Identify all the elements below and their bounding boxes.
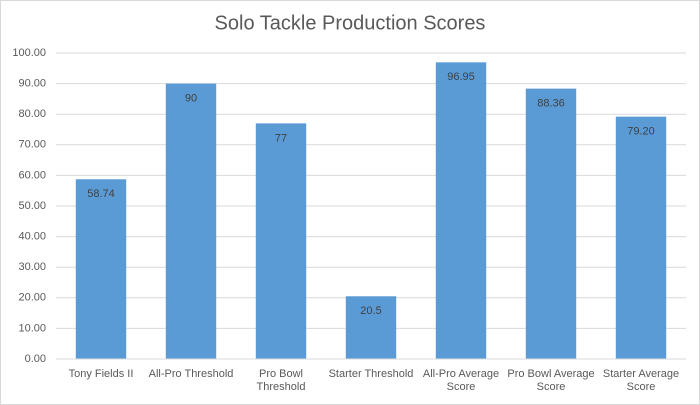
bar — [345, 296, 397, 359]
data-label: 77 — [275, 132, 287, 144]
data-label: 90 — [185, 93, 197, 105]
y-tick-label: 10.00 — [18, 322, 46, 334]
bar — [525, 88, 577, 359]
y-tick-label: 60.00 — [18, 169, 46, 181]
data-label: 79.20 — [627, 126, 655, 138]
bar — [165, 83, 217, 359]
x-tick-label: Starter Threshold — [328, 368, 414, 380]
y-tick-label: 80.00 — [18, 108, 46, 120]
x-tick-label: Pro Bowl Threshold — [256, 368, 306, 393]
data-label: 88.36 — [537, 98, 565, 110]
bar — [435, 62, 487, 359]
y-tick-label: 0.00 — [25, 353, 46, 365]
y-tick-label: 100.00 — [12, 47, 46, 59]
x-tick-label: All-Pro Threshold — [148, 368, 234, 380]
bar — [75, 179, 127, 359]
bar — [255, 123, 307, 359]
y-tick-label: 20.00 — [18, 292, 46, 304]
y-tick-label: 70.00 — [18, 139, 46, 151]
y-tick-label: 40.00 — [18, 231, 46, 243]
y-tick-label: 30.00 — [18, 261, 46, 273]
y-tick-label: 50.00 — [18, 200, 46, 212]
x-tick-label: Pro Bowl Average Score — [507, 368, 595, 393]
x-tick-label: Starter Average Score — [602, 368, 680, 393]
x-tick-label: All-Pro Average Score — [422, 368, 500, 393]
data-label: 96.95 — [447, 71, 475, 83]
y-tick-label: 90.00 — [18, 78, 46, 90]
data-label: 20.5 — [360, 305, 381, 317]
data-label: 58.74 — [87, 188, 115, 200]
bar — [615, 116, 667, 359]
chart-title: Solo Tackle Production Scores — [215, 12, 486, 34]
x-tick-label: Tony Fields II — [68, 368, 134, 380]
